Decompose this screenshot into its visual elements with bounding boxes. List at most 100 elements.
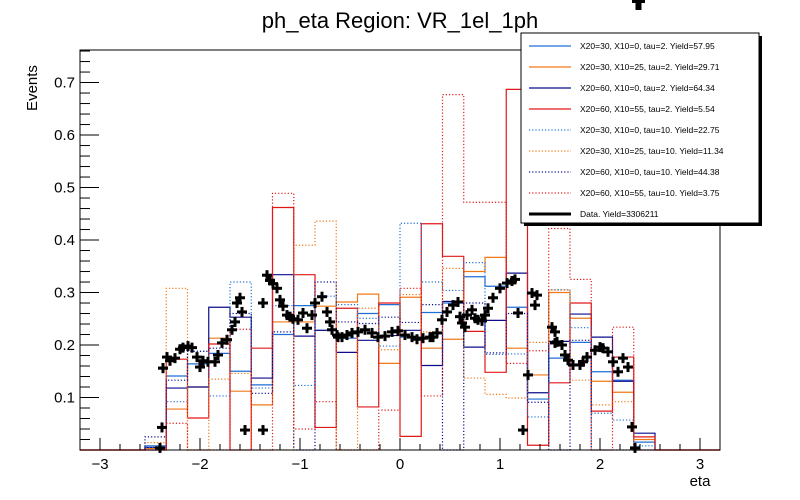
data-point-hbar (453, 300, 463, 304)
data-point-hbar (432, 331, 442, 335)
x-tick-label: 2 (596, 456, 604, 473)
data-point-hbar (393, 329, 403, 333)
data-point (455, 311, 465, 322)
data-point (360, 324, 370, 335)
data-point-hbar (258, 428, 268, 432)
data-point-hbar (510, 277, 520, 281)
histogram-series-7 (144, 281, 655, 451)
data-point-hbar (262, 273, 272, 277)
histogram-series-8 (145, 94, 655, 451)
data-point (387, 326, 397, 337)
data-point-hbar (598, 346, 608, 350)
data-point (213, 349, 223, 360)
data-point-hbar (623, 365, 633, 369)
data-point (412, 334, 422, 345)
y-tick-label: 0.5 (54, 180, 75, 197)
data-point (165, 355, 175, 366)
data-point-hbar (507, 279, 517, 283)
data-point (322, 306, 332, 317)
data-point-hbar (165, 359, 175, 363)
data-point-hbar (400, 333, 410, 337)
data-point (568, 359, 578, 370)
data-point-hbar (367, 331, 377, 335)
data-point-hbar (203, 360, 213, 364)
data-point (317, 291, 327, 302)
data-point (635, 0, 645, 10)
data-point (613, 366, 623, 377)
data-point (457, 317, 467, 328)
data-point-hbar (240, 428, 250, 432)
legend: X20=30, X10=0, tau=2. Yield=57.95 X20=30,… (520, 32, 762, 226)
data-point (278, 301, 288, 312)
data-point-hbar (495, 286, 505, 290)
data-point (550, 326, 560, 337)
data-point-hbar (575, 363, 585, 367)
data-point-hbar (582, 355, 592, 359)
data-point-vbar (638, 0, 642, 10)
data-point-hbar (407, 335, 417, 339)
data-point (480, 310, 490, 321)
data-point (232, 298, 242, 309)
data-point (608, 356, 618, 367)
data-point-hbar (568, 363, 578, 367)
data-point (483, 303, 493, 314)
data-point (310, 298, 320, 309)
data-point (627, 421, 637, 432)
data-point (598, 343, 608, 354)
data-point-hbar (563, 358, 573, 362)
data-point-hbar (158, 366, 168, 370)
legend-label: X20=30, X10=0, tau=10. Yield=22.75 (580, 125, 720, 135)
data-point (230, 316, 240, 327)
data-point-vbar (635, 0, 639, 10)
y-tick-label: 0.1 (54, 390, 75, 407)
data-point-hbar (513, 311, 523, 315)
data-point-hbar (467, 308, 477, 312)
data-point (162, 352, 172, 363)
data-point (293, 314, 303, 325)
data-point (170, 353, 180, 364)
legend-box (520, 32, 760, 224)
data-point (327, 324, 337, 335)
data-point-hbar (317, 295, 327, 299)
legend-label: X20=30, X10=25, tau=2. Yield=29.71 (580, 62, 720, 72)
data-point-hbar (298, 311, 308, 315)
data-point (192, 352, 202, 363)
data-point-hbar (302, 326, 312, 330)
data-point-hbar (412, 337, 422, 341)
data-point (557, 340, 567, 351)
data-point (325, 316, 335, 327)
data-point-hbar (217, 341, 227, 345)
data-point (552, 336, 562, 347)
data-point (265, 275, 275, 286)
data-point (158, 363, 168, 374)
legend-label: X20=60, X10=0, tau=2. Yield=64.34 (580, 83, 715, 93)
data-point-hbar (232, 301, 242, 305)
data-point-hbar (462, 313, 472, 317)
data-point (462, 310, 472, 321)
data-point (453, 296, 463, 307)
data-point (448, 300, 458, 311)
data-point (240, 425, 250, 436)
x-tick-label: −3 (91, 456, 108, 473)
data-point (590, 345, 600, 356)
data-point-hbar (502, 281, 512, 285)
data-point (532, 290, 542, 301)
y-tick-label: 0.4 (54, 232, 75, 249)
data-point (298, 307, 308, 318)
data-point-hbar (310, 301, 320, 305)
data-point (347, 327, 357, 338)
data-point-hbar (630, 446, 640, 450)
x-tick-label: −1 (291, 456, 308, 473)
data-point-hbar (380, 334, 390, 338)
data-point-hbar (603, 350, 613, 354)
data-point-hbar (557, 343, 567, 347)
data-point (407, 332, 417, 343)
y-tick-label: 0.7 (54, 75, 75, 92)
data-point (488, 292, 498, 303)
x-tick-label: 3 (696, 456, 704, 473)
data-point (237, 306, 247, 317)
data-point (467, 304, 477, 315)
data-point-hbar (560, 353, 570, 357)
data-point-hbar (613, 370, 623, 374)
data-point-hbar (272, 286, 282, 290)
